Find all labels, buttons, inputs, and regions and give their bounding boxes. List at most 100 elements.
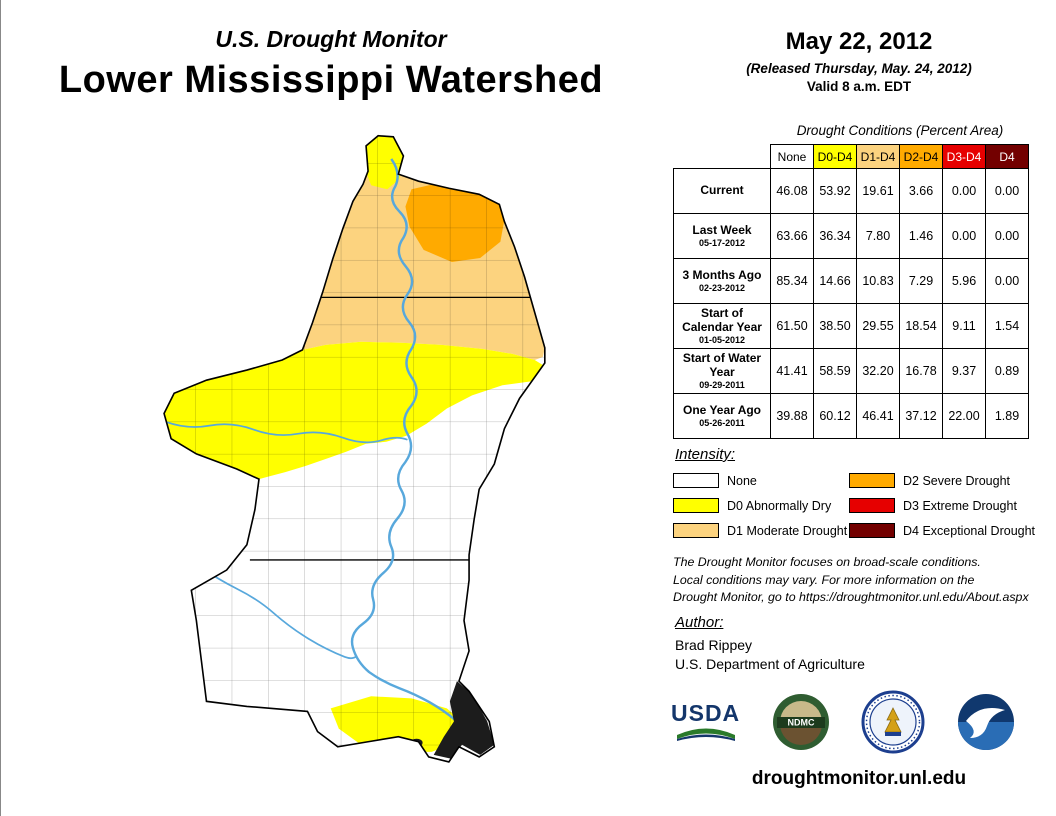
table-cell: 0.00 bbox=[985, 258, 1029, 304]
table-cell: 0.89 bbox=[985, 348, 1029, 394]
valid-time: Valid 8 a.m. EDT bbox=[806, 79, 912, 94]
table-cell: 1.54 bbox=[985, 303, 1029, 349]
legend-label: D0 Abnormally Dry bbox=[727, 498, 832, 513]
legend-item-d4: D4 Exceptional Drought bbox=[849, 518, 1035, 543]
table-cell: 0.00 bbox=[985, 168, 1029, 214]
table-row-start-calendar-year: Start of Calendar Year 01-05-2012 61.50 3… bbox=[673, 303, 1029, 349]
legend-item-d1: D1 Moderate Drought bbox=[673, 518, 849, 543]
col-header-d3d4: D3-D4 bbox=[942, 144, 986, 169]
table-cell: 7.80 bbox=[856, 213, 900, 259]
mississippi-river bbox=[350, 158, 470, 736]
legend-label: D2 Severe Drought bbox=[903, 473, 1011, 488]
region-title: Lower Mississippi Watershed bbox=[58, 59, 604, 101]
table-row-start-water-year: Start of Water Year 09-29-2011 41.41 58.5… bbox=[673, 348, 1029, 394]
legend-item-d2: D2 Severe Drought bbox=[849, 468, 1035, 493]
title-block: U.S. Drought Monitor Lower Mississippi W… bbox=[1, 26, 661, 102]
table-cell: 29.55 bbox=[856, 303, 900, 349]
legend-swatch-d0 bbox=[673, 498, 719, 513]
svg-text:NDMC: NDMC bbox=[787, 718, 814, 728]
row-label: Last Week 05-17-2012 bbox=[673, 213, 771, 259]
table-row-last-week: Last Week 05-17-2012 63.66 36.34 7.80 1.4… bbox=[673, 213, 1029, 259]
row-label: Start of Water Year 09-29-2011 bbox=[673, 348, 771, 394]
noaa-logo bbox=[957, 693, 1015, 751]
date-block: May 22, 2012 (Released Thursday, May. 24… bbox=[669, 28, 1049, 94]
table-cell: 5.96 bbox=[942, 258, 986, 304]
table-cell: 58.59 bbox=[813, 348, 857, 394]
delta-island bbox=[388, 745, 399, 752]
commerce-seal-logo bbox=[861, 690, 925, 754]
table-cell: 3.66 bbox=[899, 168, 943, 214]
table-cell: 32.20 bbox=[856, 348, 900, 394]
disclaimer-line: The Drought Monitor focuses on broad-sca… bbox=[673, 555, 981, 569]
ndmc-seal-icon: NDMC bbox=[772, 694, 829, 750]
col-header-d0d4: D0-D4 bbox=[813, 144, 857, 169]
table-cell: 53.92 bbox=[813, 168, 857, 214]
table-cell: 39.88 bbox=[770, 393, 814, 439]
legend-item-d3: D3 Extreme Drought bbox=[849, 493, 1035, 518]
usda-field-icon bbox=[676, 728, 735, 741]
legend-label: D3 Extreme Drought bbox=[903, 498, 1017, 513]
legend-swatch-d3 bbox=[849, 498, 895, 513]
county-boundaries bbox=[164, 135, 545, 762]
legend-item-none: None bbox=[673, 468, 849, 493]
table-cell: 38.50 bbox=[813, 303, 857, 349]
table-cell: 1.89 bbox=[985, 393, 1029, 439]
table-cell: 1.46 bbox=[899, 213, 943, 259]
row-label: One Year Ago 05-26-2011 bbox=[673, 393, 771, 439]
intensity-legend: None D0 Abnormally Dry D1 Moderate Droug… bbox=[673, 468, 1035, 543]
drought-conditions-table: None D0-D4 D1-D4 D2-D4 D3-D4 D4 Current … bbox=[673, 144, 1029, 439]
author-heading: Author: bbox=[675, 614, 724, 631]
release-date: (Released Thursday, May. 24, 2012) bbox=[746, 61, 972, 76]
col-header-none: None bbox=[770, 144, 814, 169]
table-cell: 14.66 bbox=[813, 258, 857, 304]
table-cell: 7.29 bbox=[899, 258, 943, 304]
table-cell: 18.54 bbox=[899, 303, 943, 349]
col-header-d4: D4 bbox=[985, 144, 1029, 169]
legend-label: None bbox=[727, 473, 757, 488]
agency-logos: USDA NDMC bbox=[671, 686, 1015, 758]
table-cell: 16.78 bbox=[899, 348, 943, 394]
disclaimer-line: Local conditions may vary. For more info… bbox=[673, 572, 975, 587]
website-url: droughtmonitor.unl.edu bbox=[751, 768, 967, 789]
row-label: Current bbox=[673, 168, 771, 214]
legend-label: D1 Moderate Drought bbox=[727, 523, 848, 538]
table-cell: 60.12 bbox=[813, 393, 857, 439]
table-row-3-months-ago: 3 Months Ago 02-23-2012 85.34 14.66 10.83… bbox=[673, 258, 1029, 304]
table-cell: 85.34 bbox=[770, 258, 814, 304]
table-row-one-year-ago: One Year Ago 05-26-2011 39.88 60.12 46.41… bbox=[673, 393, 1029, 439]
table-cell: 46.08 bbox=[770, 168, 814, 214]
commerce-seal-icon bbox=[861, 690, 925, 754]
map-date: May 22, 2012 bbox=[785, 28, 933, 55]
col-header-d1d4: D1-D4 bbox=[856, 144, 900, 169]
legend-swatch-none bbox=[673, 473, 719, 488]
usda-logo-text: USDA bbox=[671, 700, 741, 726]
legend-item-d0: D0 Abnormally Dry bbox=[673, 493, 849, 518]
author-organization: U.S. Department of Agriculture bbox=[675, 656, 865, 672]
arkansas-river bbox=[164, 420, 408, 444]
legend-label: D4 Exceptional Drought bbox=[903, 523, 1036, 538]
table-corner-cell bbox=[673, 144, 771, 169]
disclaimer-line: Drought Monitor, go to https://droughtmo… bbox=[673, 590, 1029, 605]
author-name: Brad Rippey bbox=[675, 637, 753, 653]
table-cell: 0.00 bbox=[942, 168, 986, 214]
table-cell: 41.41 bbox=[770, 348, 814, 394]
table-cell: 0.00 bbox=[942, 213, 986, 259]
table-cell: 36.34 bbox=[813, 213, 857, 259]
legend-swatch-d4 bbox=[849, 523, 895, 538]
ndmc-logo: NDMC bbox=[772, 693, 830, 751]
table-cell: 46.41 bbox=[856, 393, 900, 439]
table-cell: 63.66 bbox=[770, 213, 814, 259]
usda-logo: USDA bbox=[671, 702, 740, 742]
noaa-emblem-icon bbox=[958, 694, 1014, 750]
intensity-heading: Intensity: bbox=[675, 446, 736, 463]
table-cell: 10.83 bbox=[856, 258, 900, 304]
table-row-current: Current 46.08 53.92 19.61 3.66 0.00 0.00 bbox=[673, 168, 1029, 214]
disclaimer: The Drought Monitor focuses on broad-sca… bbox=[673, 554, 1029, 607]
table-cell: 0.00 bbox=[985, 213, 1029, 259]
table-cell: 61.50 bbox=[770, 303, 814, 349]
table-header-row: None D0-D4 D1-D4 D2-D4 D3-D4 D4 bbox=[673, 144, 1029, 169]
row-label: 3 Months Ago 02-23-2012 bbox=[673, 258, 771, 304]
table-title: Drought Conditions (Percent Area) bbox=[796, 123, 1004, 138]
table-cell: 22.00 bbox=[942, 393, 986, 439]
